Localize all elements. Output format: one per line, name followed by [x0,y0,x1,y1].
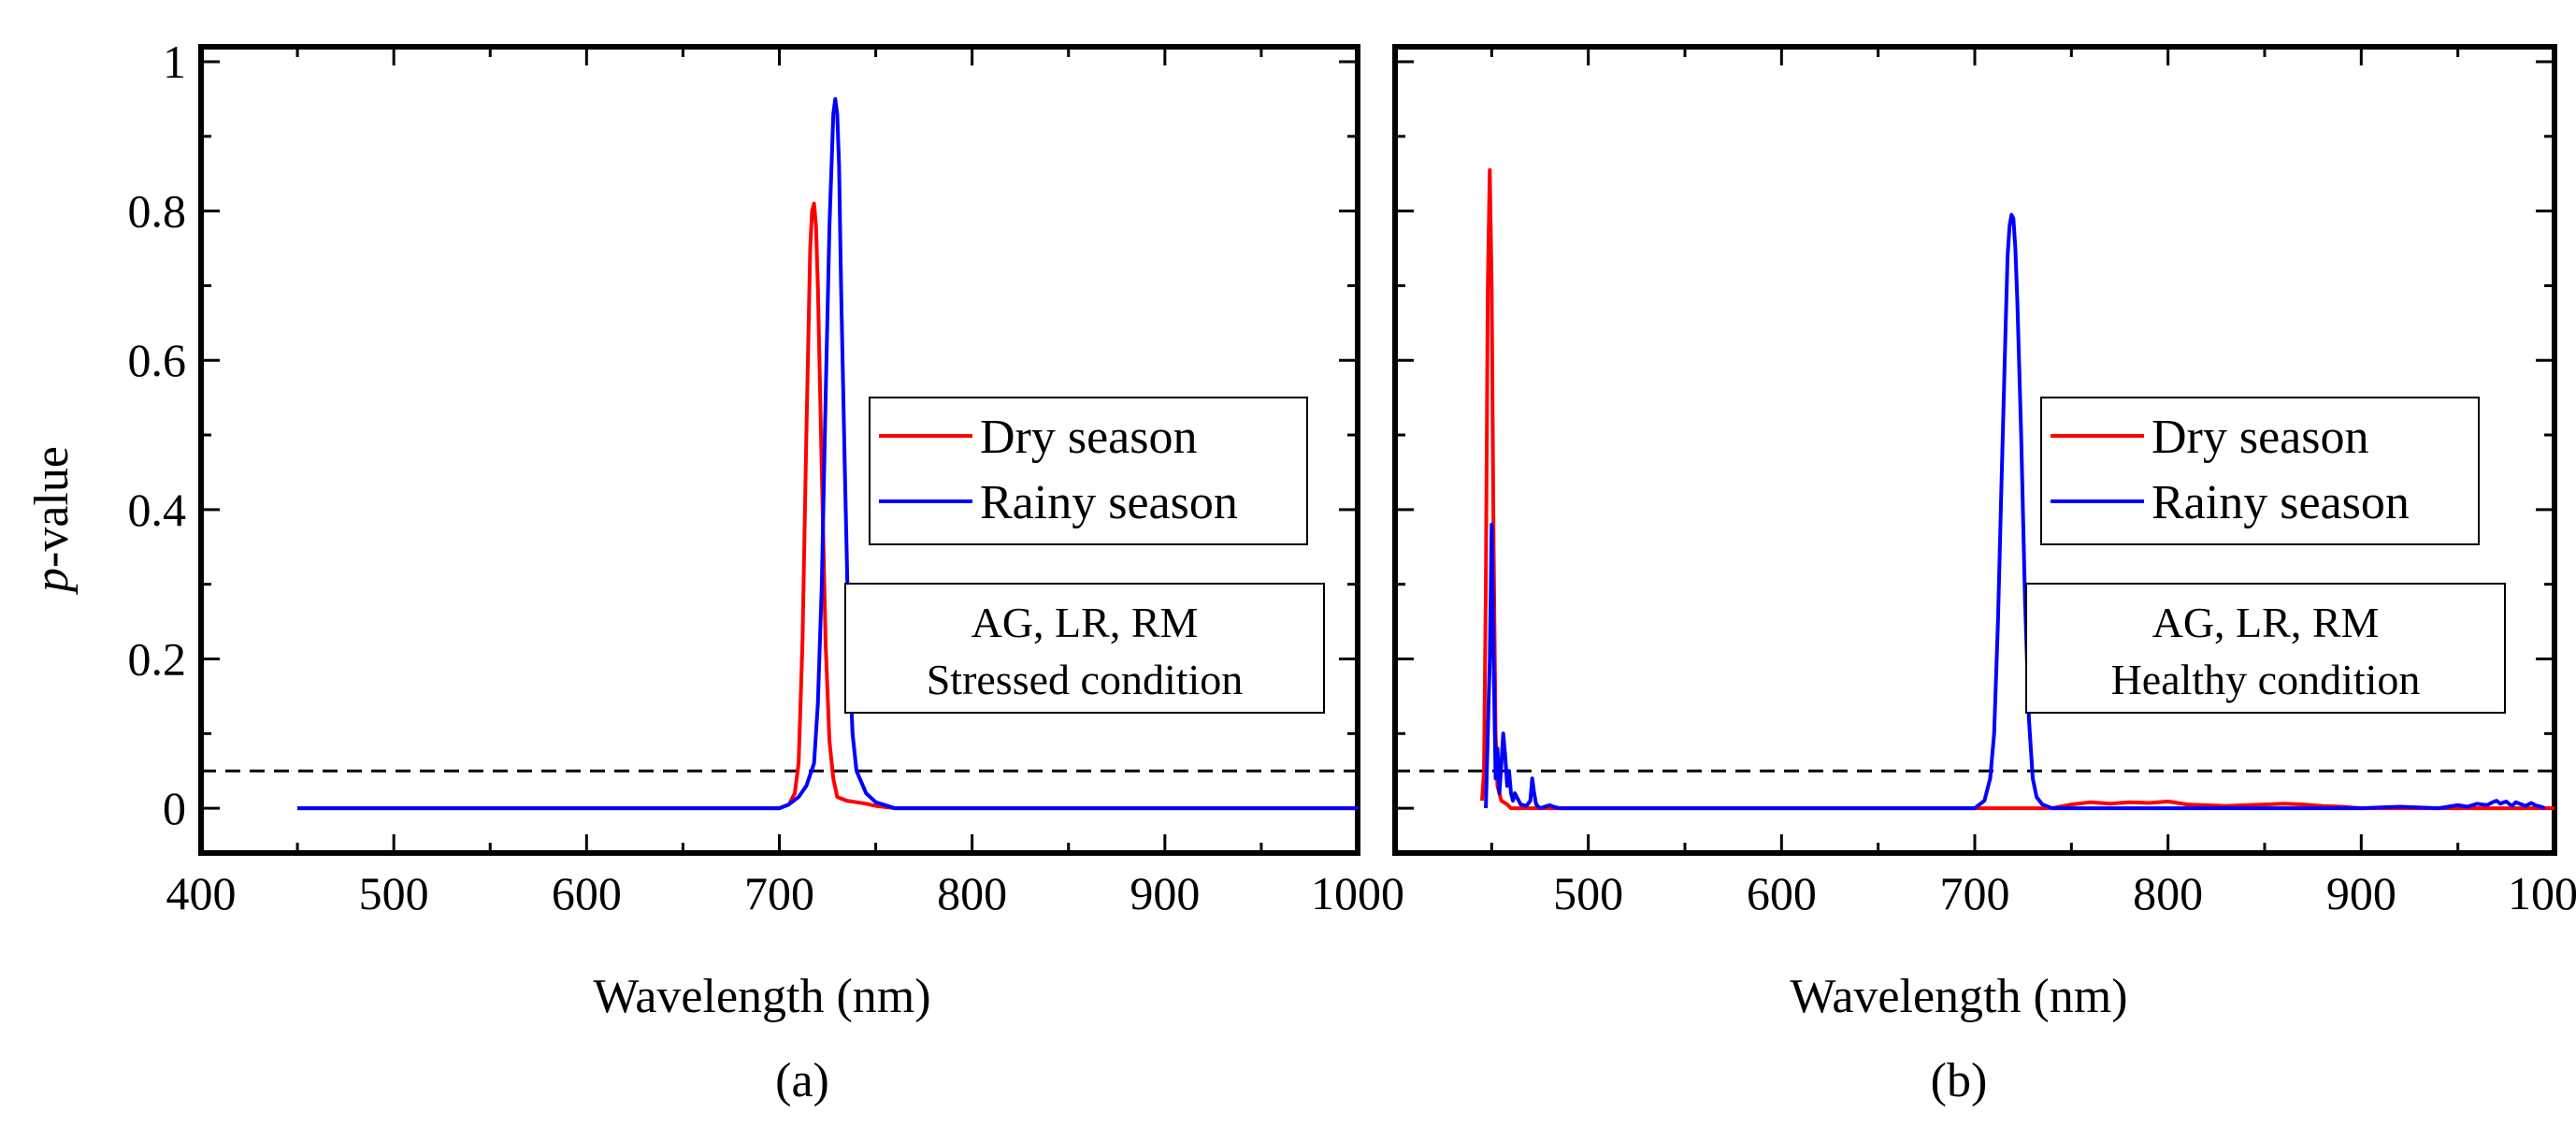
note-box [2025,583,2506,714]
note-panel-b: AG, LR, RM Healthy condition [2025,583,2506,714]
x-tick-label: 900 [1130,867,1200,919]
x-tick-label: 800 [937,867,1007,919]
note-line-1: AG, LR, RM [2152,599,2380,646]
x-tick-label: 400 [166,867,237,919]
y-axis-title: p-value [25,446,79,596]
x-tick-label: 700 [744,867,814,919]
x-tick-label: 600 [1747,867,1817,919]
y-tick-label: 0.6 [128,334,187,386]
y-tick-label: 0.4 [128,484,187,536]
y-tick-label: 0.2 [128,632,187,685]
legend-box [869,397,1308,545]
panel-a: p-value 400 500 600 700 800 900 1000 0 0.2 0.4 0.6… [25,36,1404,1107]
note-box [844,583,1325,714]
legend-label-rainy: Rainy season [2151,476,2410,529]
legend-box [2040,397,2480,545]
x-tick-label: 700 [1940,867,2010,919]
x-axis-title: Wavelength (nm) [1790,970,2127,1023]
x-axis-title: Wavelength (nm) [593,970,930,1023]
y-tick-label: 1 [163,36,186,88]
legend-label-rainy: Rainy season [980,476,1238,529]
y-tick-label: 0 [163,782,186,834]
series-line-rainy-season [1484,212,2546,811]
x-tick-label: 1000 [1311,867,1404,919]
y-tick-label: 0.8 [128,185,187,238]
panel-a-plot-area: 400 500 600 700 800 900 1000 0 0.2 0.4 0.6 0.8 1 [128,36,1405,919]
legend-panel-b: Dry season Rainy season [2040,397,2480,545]
legend-label-dry: Dry season [2151,411,2369,464]
panel-label-b: (b) [1931,1054,1988,1107]
x-tick-label: 600 [552,867,622,919]
note-line-2: Healthy condition [2111,656,2421,703]
x-tick-label: 800 [2133,867,2203,919]
x-tick-label: 900 [2326,867,2396,919]
note-line-2: Stressed condition [927,656,1244,703]
series-line-dry-season [297,201,1358,811]
legend-label-dry: Dry season [980,411,1198,464]
panel-label-a: (a) [775,1054,829,1107]
panel-b-plot-area: 500 600 700 800 900 1000 [1392,44,2576,919]
note-panel-a: AG, LR, RM Stressed condition [844,583,1325,714]
note-line-1: AG, LR, RM [971,599,1199,646]
series-line-rainy-season [297,96,1358,811]
panel-b: 500 600 700 800 900 1000 Dry season Rainy sea… [1392,44,2576,1107]
x-tick-label: 1000 [2508,867,2576,919]
legend-panel-a: Dry season Rainy season [869,397,1308,545]
x-tick-label: 500 [1553,867,1623,919]
x-tick-label: 500 [359,867,429,919]
